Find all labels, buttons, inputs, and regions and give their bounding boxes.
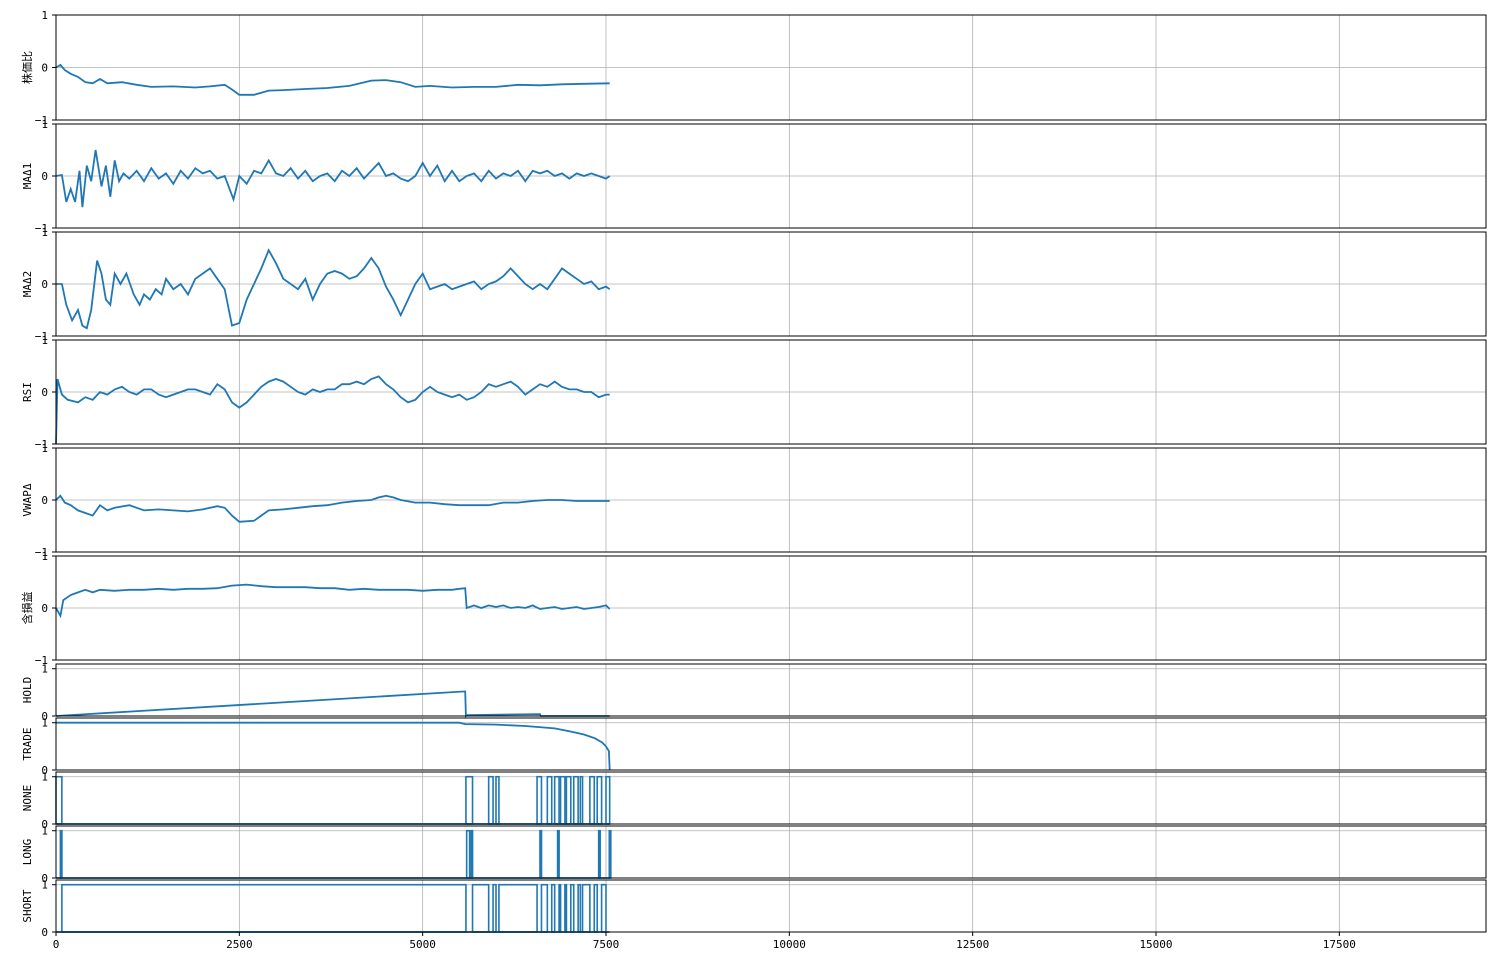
y-axis-label: SHORT bbox=[21, 889, 34, 922]
y-axis-label: 株価比 bbox=[20, 51, 34, 84]
panel-frame-7 bbox=[55, 663, 1487, 717]
series-line-1 bbox=[55, 63, 610, 96]
y-tick-label: 0 bbox=[41, 602, 48, 615]
panel-frame-9 bbox=[55, 771, 1487, 825]
y-axis-label: VWAPΔ bbox=[21, 483, 34, 516]
signal-bar bbox=[61, 883, 467, 933]
signal-bar bbox=[565, 775, 572, 825]
signal-bar bbox=[540, 883, 549, 933]
signal-bar bbox=[572, 775, 579, 825]
series-line-6 bbox=[55, 583, 611, 619]
signal-bar bbox=[608, 829, 612, 879]
x-tick-label: 12500 bbox=[956, 938, 989, 951]
signal-bar bbox=[564, 883, 568, 933]
signal-bar bbox=[593, 883, 598, 933]
signal-bar bbox=[498, 883, 538, 933]
y-tick-label: 1 bbox=[41, 118, 48, 131]
series-line-7 bbox=[55, 690, 610, 719]
y-tick-label: 1 bbox=[41, 334, 48, 347]
y-tick-label: 0 bbox=[41, 818, 48, 831]
y-tick-label: −1 bbox=[35, 222, 48, 235]
signal-bar bbox=[550, 883, 556, 933]
y-tick-label: −1 bbox=[35, 654, 48, 667]
y-tick-label: 1 bbox=[41, 879, 48, 892]
signal-bar bbox=[471, 883, 490, 933]
panel-frame-8 bbox=[55, 717, 1487, 771]
signal-bar bbox=[597, 829, 601, 879]
x-tick-label: 17500 bbox=[1323, 938, 1356, 951]
series-line-5 bbox=[55, 494, 610, 523]
signal-bar bbox=[536, 775, 543, 825]
signal-bar bbox=[577, 883, 582, 933]
series-line-8 bbox=[56, 721, 611, 771]
panel-frame-10 bbox=[55, 825, 1487, 879]
signal-bar bbox=[487, 775, 494, 825]
x-tick-label: 5000 bbox=[409, 938, 436, 951]
series-line-3 bbox=[56, 248, 611, 330]
x-tick-label: 7500 bbox=[593, 938, 620, 951]
y-tick-label: −1 bbox=[35, 114, 48, 127]
series-line-4 bbox=[55, 375, 610, 445]
y-tick-label: 1 bbox=[41, 663, 48, 676]
x-tick-label: 10000 bbox=[773, 938, 806, 951]
y-tick-label: −1 bbox=[35, 330, 48, 343]
y-axis-label: 含損益 bbox=[20, 592, 34, 625]
y-axis-label: LONG bbox=[21, 839, 34, 866]
y-axis-label: TRADE bbox=[21, 727, 34, 760]
y-tick-label: 1 bbox=[41, 825, 48, 838]
panel-frame-11 bbox=[55, 879, 1487, 933]
signal-bar bbox=[569, 883, 575, 933]
x-tick-label: 15000 bbox=[1139, 938, 1172, 951]
y-tick-label: 1 bbox=[41, 771, 48, 784]
y-tick-label: −1 bbox=[35, 546, 48, 559]
signal-bar bbox=[546, 775, 553, 825]
y-tick-label: 0 bbox=[41, 872, 48, 885]
y-tick-label: −1 bbox=[35, 438, 48, 451]
signal-bar bbox=[539, 829, 543, 879]
signal-bar bbox=[581, 883, 591, 933]
y-tick-label: 0 bbox=[41, 278, 48, 291]
signal-bar bbox=[605, 775, 611, 825]
signal-bar bbox=[465, 775, 474, 825]
y-axis-label: NONE bbox=[21, 785, 34, 812]
signal-bar bbox=[553, 775, 560, 825]
signal-bar bbox=[558, 883, 562, 933]
y-tick-label: 0 bbox=[41, 386, 48, 399]
y-tick-label: 1 bbox=[41, 9, 48, 22]
y-axis-label: HOLD bbox=[21, 677, 34, 704]
y-tick-label: 0 bbox=[41, 764, 48, 777]
signal-bar bbox=[596, 775, 603, 825]
signal-bar bbox=[55, 775, 63, 825]
signal-bar bbox=[556, 829, 560, 879]
y-tick-label: 1 bbox=[41, 550, 48, 563]
y-axis-label: MAΔ2 bbox=[21, 271, 34, 298]
y-tick-label: 0 bbox=[41, 926, 48, 939]
signal-bar bbox=[470, 829, 474, 879]
signal-bar bbox=[579, 775, 584, 825]
y-tick-label: 0 bbox=[41, 170, 48, 183]
signal-bar bbox=[495, 775, 500, 825]
x-tick-label: 0 bbox=[53, 938, 60, 951]
y-tick-label: 1 bbox=[41, 717, 48, 730]
y-tick-label: 1 bbox=[41, 226, 48, 239]
signal-bar bbox=[492, 883, 497, 933]
y-tick-label: 1 bbox=[41, 442, 48, 455]
y-tick-label: 0 bbox=[41, 62, 48, 75]
signal-bar bbox=[59, 829, 63, 879]
signal-bar bbox=[465, 829, 471, 879]
signal-bar bbox=[600, 883, 607, 933]
y-tick-label: 0 bbox=[41, 494, 48, 507]
y-tick-label: 0 bbox=[41, 710, 48, 723]
y-axis-label: MAΔ1 bbox=[21, 163, 34, 190]
x-tick-label: 2500 bbox=[226, 938, 253, 951]
series-line-2 bbox=[55, 149, 611, 208]
signal-bar bbox=[589, 775, 596, 825]
y-axis-label: RSI bbox=[21, 382, 34, 402]
signal-bar bbox=[559, 775, 566, 825]
